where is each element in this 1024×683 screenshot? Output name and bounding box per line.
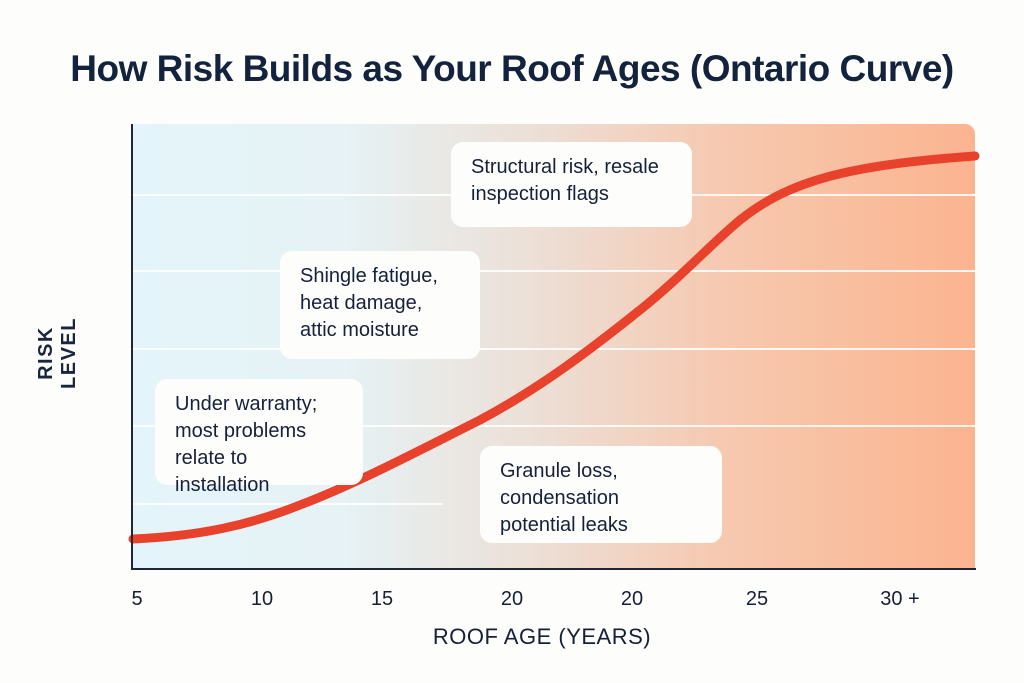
annotation-structural-risk: Structural risk, resale inspection flags xyxy=(451,142,692,227)
x-tick: 25 xyxy=(745,588,769,610)
annotation-granule-loss: Granule loss, condensation potential lea… xyxy=(480,446,722,543)
x-tick: 30 + xyxy=(880,588,920,610)
annotation-shingle-fatigue: Shingle fatigue, heat damage, attic mois… xyxy=(280,251,480,359)
x-tick: 10 xyxy=(250,588,274,610)
x-axis-line xyxy=(131,568,976,570)
chart-title: How Risk Builds as Your Roof Ages (Ontar… xyxy=(70,48,954,89)
x-tick: 20 xyxy=(500,588,524,610)
x-tick: 5 xyxy=(131,588,143,610)
annotation-under-warranty: Under warranty; most problems relate to … xyxy=(155,379,363,496)
gridline xyxy=(133,348,975,350)
y-axis-line xyxy=(131,124,133,570)
gridline xyxy=(133,425,975,427)
x-axis-label: ROOF AGE (YEARS) xyxy=(432,624,652,649)
x-tick: 20 xyxy=(620,588,644,610)
x-tick: 15 xyxy=(370,588,394,610)
gridline xyxy=(133,503,443,505)
y-axis-label: RISK LEVEL xyxy=(35,317,80,389)
gridline xyxy=(133,270,975,272)
